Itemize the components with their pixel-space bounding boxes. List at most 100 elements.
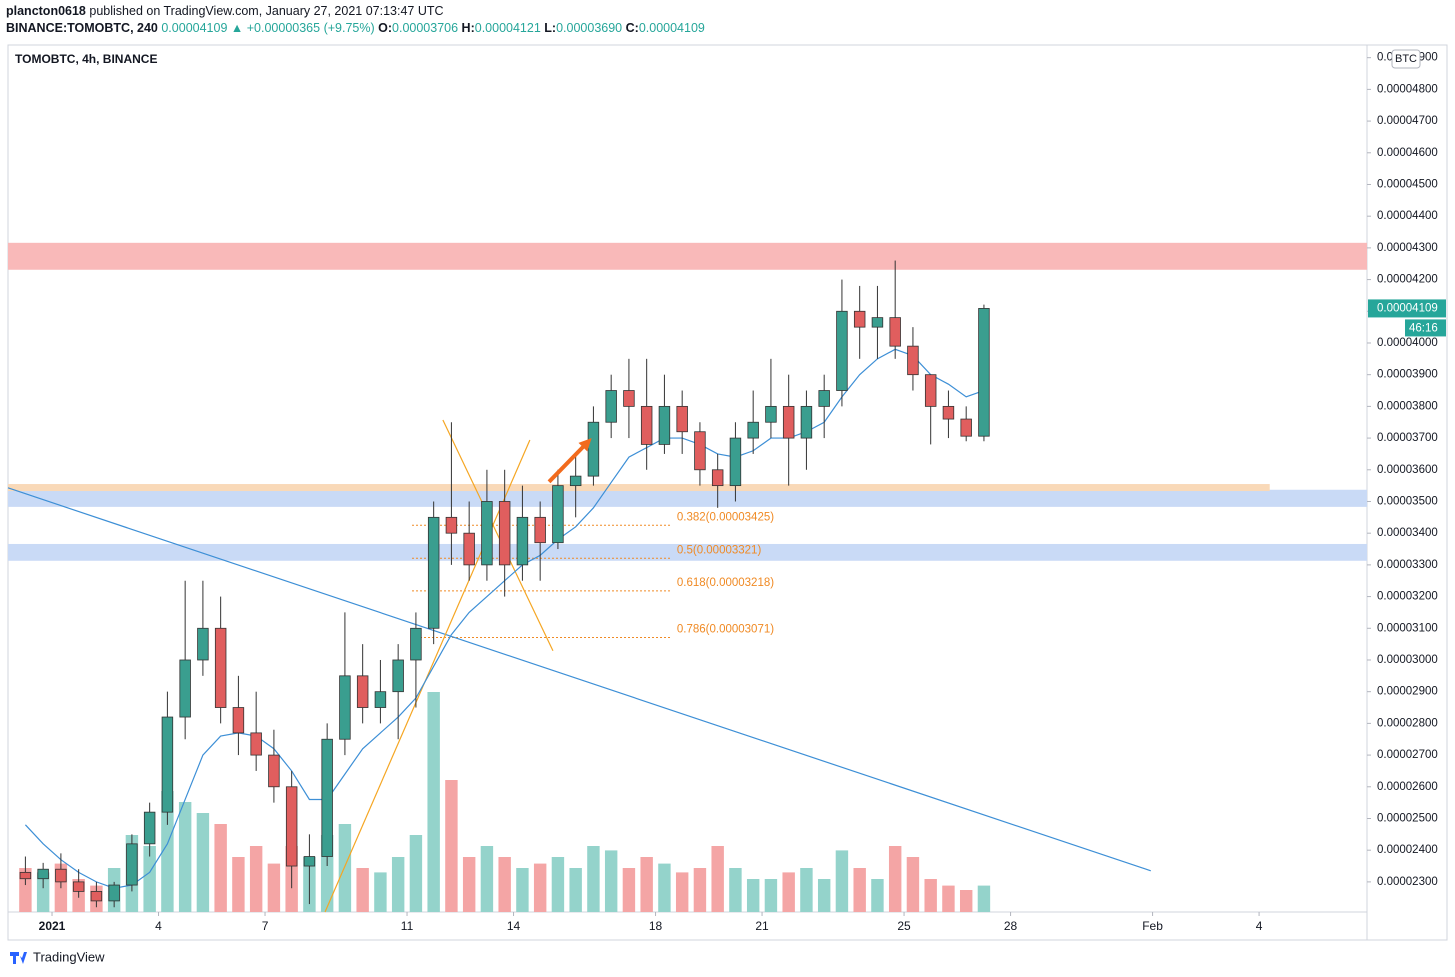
zone <box>8 489 1367 507</box>
candle-body <box>694 431 706 471</box>
volume-bar <box>888 846 902 912</box>
y-tick-label: 0.00004700 <box>1377 115 1438 127</box>
x-tick-label: 4 <box>1256 919 1263 933</box>
candle-body <box>747 421 759 439</box>
y-tick-label: 0.00002800 <box>1377 717 1438 729</box>
volume-bar <box>374 872 387 912</box>
volume-bar <box>906 857 920 912</box>
candle-body <box>960 418 972 437</box>
x-tick-label: 21 <box>755 919 769 933</box>
candle-body <box>214 627 227 708</box>
volume-bar <box>196 813 210 912</box>
low: 0.00003690 <box>556 21 623 35</box>
candle-body <box>978 308 990 437</box>
candle-body <box>72 881 85 892</box>
candle-body <box>143 811 156 845</box>
volume-bar <box>729 868 742 912</box>
candle-body <box>871 317 884 328</box>
publish-line: plancton0618 published on TradingView.co… <box>6 3 705 20</box>
fib-label: 0.5(0.00003321) <box>677 544 762 556</box>
candle-body <box>569 475 582 487</box>
candle-body <box>232 707 245 734</box>
volume-bar <box>853 868 866 912</box>
y-tick-label: 0.00004500 <box>1377 179 1438 191</box>
candle-body <box>782 405 795 439</box>
candle-body <box>889 317 901 347</box>
candle-body <box>907 345 919 376</box>
volume-bar <box>533 863 547 912</box>
x-tick-label: 25 <box>897 919 911 933</box>
y-tick-label: 0.00003100 <box>1377 622 1438 634</box>
volume-bar <box>569 868 582 912</box>
candle-body <box>640 405 653 445</box>
volume-bar <box>338 824 352 912</box>
fib-label: 0.382(0.00003425) <box>677 511 774 523</box>
y-tick-label: 0.00003900 <box>1377 369 1438 381</box>
candle-body <box>711 469 724 487</box>
candle-body <box>427 516 440 629</box>
candle-body <box>321 738 333 857</box>
candle-body <box>818 390 830 407</box>
volume-bar <box>427 692 440 912</box>
candle-body <box>90 890 103 902</box>
volume-bar <box>462 857 476 912</box>
x-tick-label: Feb <box>1142 919 1163 933</box>
candle-body <box>658 405 671 445</box>
volume-bar <box>693 868 707 912</box>
y-tick-label: 0.00003000 <box>1377 654 1438 666</box>
x-tick-label: 18 <box>649 919 663 933</box>
arrow-shaft <box>547 443 587 484</box>
candle-body <box>463 532 475 566</box>
candle-body <box>161 716 174 813</box>
candle-body <box>534 516 546 544</box>
y-tick-label: 0.00004000 <box>1377 337 1438 349</box>
arrow-head <box>578 438 592 452</box>
currency: BTC <box>1395 53 1417 65</box>
volume-bar <box>622 868 636 912</box>
y-tick-label: 0.00003700 <box>1377 432 1438 444</box>
volume-bar <box>800 868 813 912</box>
y-tick-label: 0.00003600 <box>1377 464 1438 476</box>
countdown-box <box>1405 319 1446 337</box>
candle-body <box>942 405 955 420</box>
volume-bar <box>764 879 778 912</box>
y-tick-label: 0.00002400 <box>1377 844 1438 856</box>
candle-body <box>374 691 387 708</box>
currency-box <box>1391 49 1421 69</box>
volume-bar <box>942 885 955 912</box>
volume-bar <box>977 885 991 912</box>
zone <box>8 543 1367 561</box>
c-label: C: <box>625 21 639 35</box>
volume-bar <box>214 824 227 912</box>
volume-bar <box>232 857 245 912</box>
candle-body <box>197 627 209 661</box>
countdown: 46:16 <box>1409 322 1438 334</box>
o-label: O: <box>378 21 393 35</box>
volume-bar <box>409 835 423 912</box>
volume-bar <box>587 846 600 912</box>
volume-bar <box>640 857 653 912</box>
candle-body <box>179 659 191 718</box>
volume-bar <box>445 780 458 912</box>
volume-bar <box>551 857 565 912</box>
candle-body <box>126 843 138 886</box>
volume-bar <box>178 802 192 912</box>
volume-bar <box>356 868 369 912</box>
candle-body <box>108 884 120 902</box>
candle-body <box>729 437 742 487</box>
last-price-label: 0.00004109 <box>1377 302 1438 314</box>
volume-bar <box>249 846 263 912</box>
volume-bar <box>711 846 724 912</box>
y-tick-label: 0.00004800 <box>1377 83 1438 95</box>
volume-bar <box>746 879 760 912</box>
volume-bar <box>161 791 174 912</box>
volume-bar <box>782 872 795 912</box>
author: plancton0618 <box>6 4 86 18</box>
candle-body <box>498 501 511 566</box>
volume-bar <box>36 872 50 912</box>
x-tick-label: 14 <box>507 919 521 933</box>
candle-body <box>481 501 493 566</box>
volume-bar <box>835 850 849 912</box>
h-label: H: <box>461 21 475 35</box>
